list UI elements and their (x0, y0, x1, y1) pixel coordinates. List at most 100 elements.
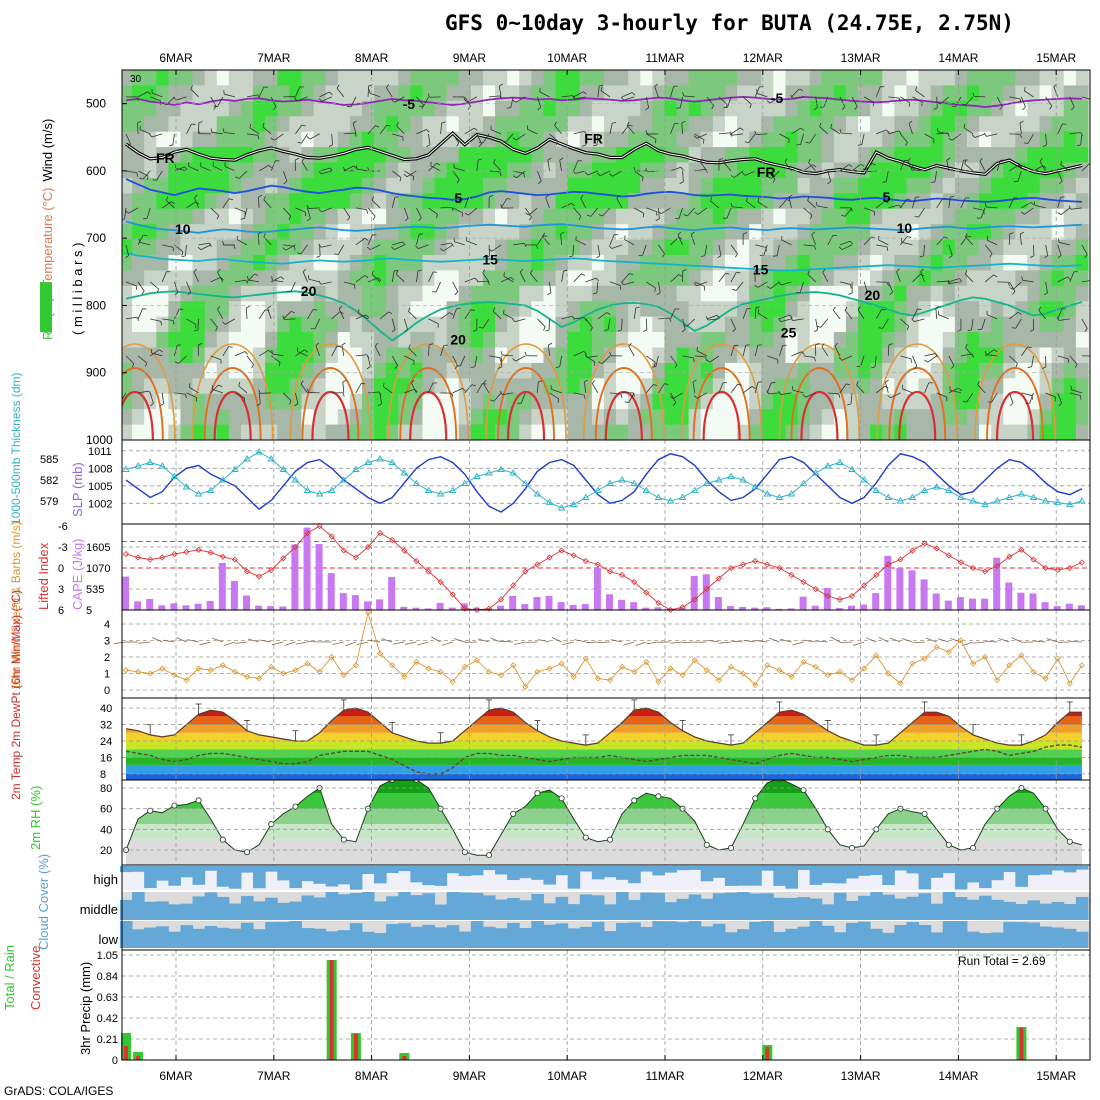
thickness-point (485, 469, 493, 476)
cape-bar (315, 544, 323, 610)
wind-speed-point (316, 668, 323, 675)
cape-bar (1017, 592, 1025, 610)
thickness-point (594, 486, 602, 493)
date-label-top: 15MAR (1036, 51, 1076, 65)
cape-bar (279, 606, 287, 610)
wind-speed-point (994, 677, 1001, 684)
cloud-row-label: middle (80, 902, 118, 917)
isotherm-20 (125, 290, 1083, 342)
wind-speed-point (461, 663, 468, 670)
thickness-point (630, 479, 638, 486)
cloud-cell (991, 932, 1004, 948)
cape-bar (884, 555, 892, 610)
rh2m-point (582, 834, 589, 841)
cloud-cell (1015, 922, 1028, 948)
rh2m-point (243, 849, 250, 856)
cloud-cell (833, 932, 847, 948)
isotherm-15 (125, 252, 1082, 272)
lifted-index-point (316, 522, 323, 530)
cloud-cell (156, 901, 169, 920)
wind-barb (780, 638, 792, 643)
cloud-cell (785, 866, 799, 889)
wind-speed-point (401, 673, 408, 680)
rh2m-point (970, 844, 977, 851)
lifted-index-point (546, 554, 553, 561)
cloud-cell (119, 899, 133, 920)
cloud-cell (591, 866, 605, 880)
cloud-cell (519, 900, 532, 920)
wind-speed-point (897, 680, 904, 687)
cape-bar (799, 596, 807, 610)
cloud-cell (1003, 921, 1016, 948)
rh2m-point (1066, 838, 1073, 845)
lifted-index-point (171, 550, 178, 558)
wind-barb (1046, 638, 1058, 643)
cloud-cell (482, 866, 496, 871)
date-label-bottom: 15MAR (1036, 1069, 1076, 1083)
cloud-cell (228, 903, 242, 920)
wind-tick-label: 1 (104, 669, 110, 681)
cloud-cell (386, 896, 399, 920)
cloud-cell (640, 892, 653, 920)
cloud-cover-panel: high middle low (80, 864, 1091, 951)
thickness-point (497, 465, 505, 472)
cloud-cell (567, 866, 581, 889)
lifted-index-point (256, 573, 263, 580)
cloud-cell (603, 931, 617, 948)
cloud-cell (966, 899, 980, 920)
wind-speed-point (340, 672, 347, 679)
lifted-index-point (969, 564, 977, 572)
thickness-point (1053, 498, 1062, 505)
cloud-cell (652, 866, 665, 876)
thickness-point (848, 465, 856, 472)
lifted-index-point (982, 568, 989, 575)
date-label-top: 12MAR (743, 51, 783, 65)
contour-label: -5 (403, 96, 416, 112)
lifted-index-point (195, 546, 202, 553)
cloud-cell (410, 895, 423, 920)
wind-speed-point (256, 675, 263, 682)
cape-bar (448, 607, 456, 610)
cape-bar (182, 605, 190, 610)
contour-label: 20 (450, 331, 466, 347)
thickness-point (364, 458, 372, 465)
cloud-cell (628, 922, 641, 948)
cloud-cell (168, 931, 181, 948)
lifted-index-point (619, 571, 626, 579)
date-label-bottom: 13MAR (841, 1069, 881, 1083)
lifted-index-point (292, 543, 299, 551)
wind-barb (973, 641, 986, 644)
wind10m-frame (121, 609, 1091, 699)
cape-bar (376, 599, 384, 610)
cloud-cell (410, 866, 423, 883)
cloud-cell (507, 922, 520, 948)
thickness-point (303, 486, 312, 493)
cloud-cell (579, 926, 593, 948)
slp-tick-label: 1002 (88, 498, 112, 510)
thickness-point (352, 465, 360, 472)
y-tick-label: 600 (86, 164, 106, 178)
thickness-point (920, 486, 929, 493)
lifted-index-point (183, 548, 190, 555)
wind-speed-point (1018, 652, 1025, 659)
cloud-cell (894, 898, 907, 920)
wind-speed-point (1042, 675, 1049, 682)
cloud-cell (1051, 927, 1065, 948)
thickness-slp-panel: 1011 1008 1005 1002 585 582 579 (40, 439, 1091, 525)
cloud-cell (1075, 866, 1089, 870)
lifted-index-point (800, 578, 807, 586)
wind-speed-point (268, 663, 275, 670)
cloud-cell (240, 866, 254, 873)
cloud-cell (591, 921, 605, 948)
wind-barb (417, 641, 429, 646)
y-tick-label: 900 (86, 366, 106, 380)
lifted-index-point (352, 554, 359, 561)
wind-speed-point (558, 660, 565, 667)
wind-speed-point (473, 657, 480, 664)
lifted-index-point (812, 585, 819, 593)
cloud-cell (132, 866, 145, 872)
rh2m-point (534, 790, 541, 797)
cloud-cell (942, 866, 956, 874)
wind-speed-point (243, 673, 251, 680)
ylabel-wind: Wind (m/s) (40, 119, 55, 182)
